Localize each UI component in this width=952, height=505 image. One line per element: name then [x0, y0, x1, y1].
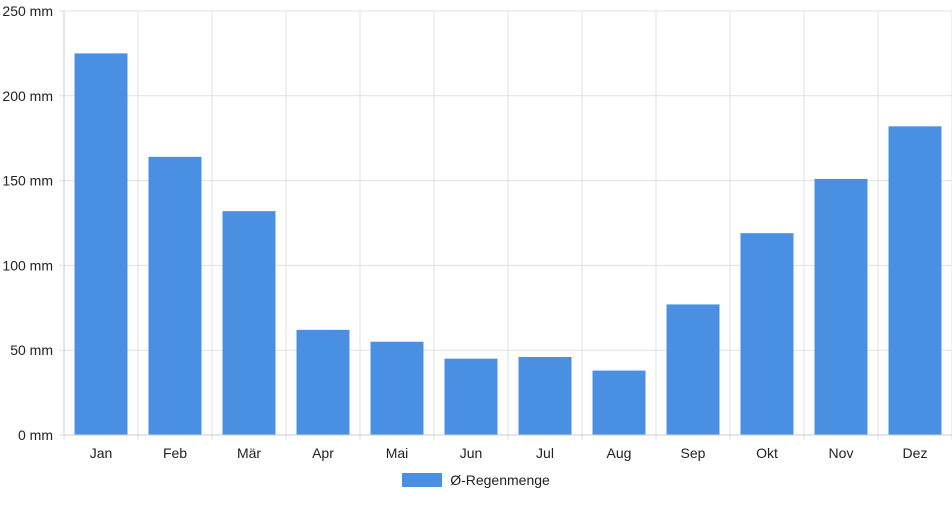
y-tick-label: 250 mm [2, 3, 53, 19]
x-tick-label: Dez [903, 445, 928, 461]
bar [370, 341, 424, 435]
y-tick-label: 0 mm [18, 427, 53, 443]
bar [296, 329, 350, 435]
bar [518, 356, 572, 435]
gridlines [59, 10, 952, 440]
x-tick-label: Okt [756, 445, 778, 461]
x-tick-label: Jan [90, 445, 113, 461]
y-tick-label: 100 mm [2, 257, 53, 273]
y-tick-label: 150 mm [2, 173, 53, 189]
y-tick-label: 200 mm [2, 88, 53, 104]
x-tick-label: Apr [312, 445, 334, 461]
x-tick-label: Mai [386, 445, 409, 461]
bar [666, 304, 720, 435]
x-tick-label: Nov [829, 445, 854, 461]
x-tick-label: Sep [681, 445, 706, 461]
bar [148, 156, 202, 435]
bar [740, 233, 794, 435]
bar [222, 211, 276, 435]
legend: Ø-Regenmenge [0, 472, 952, 488]
bar [814, 178, 868, 436]
legend-label: Ø-Regenmenge [450, 472, 550, 488]
bar [444, 358, 498, 435]
bar [592, 370, 646, 435]
y-tick-label: 50 mm [10, 342, 53, 358]
bar [888, 126, 942, 435]
x-tick-label: Feb [163, 445, 187, 461]
x-tick-label: Aug [607, 445, 632, 461]
x-tick-label: Jul [536, 445, 554, 461]
x-tick-label: Mär [237, 445, 261, 461]
legend-swatch [402, 473, 443, 487]
bars [74, 53, 942, 436]
x-tick-label: Jun [460, 445, 483, 461]
axes: 0 mm 50 mm 100 mm 150 mm 200 mm 250 mm Jan Feb M… [2, 3, 952, 461]
bar [74, 53, 128, 436]
